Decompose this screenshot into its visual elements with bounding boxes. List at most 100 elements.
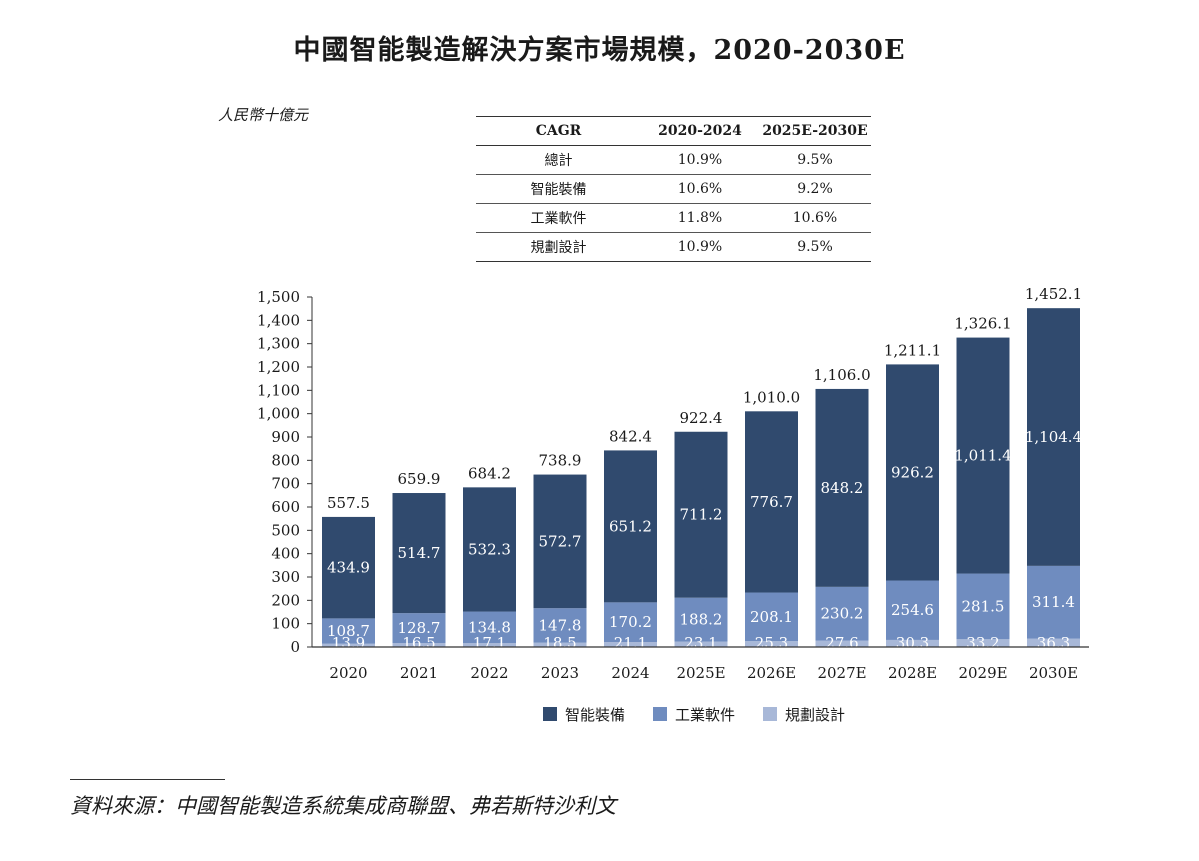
bar-segment: [1027, 565, 1080, 639]
bar-segment: [1027, 638, 1080, 647]
table-row: 總計 10.9% 9.5%: [476, 145, 871, 175]
y-tick-label: 300: [271, 568, 300, 586]
data-label: 33.2: [966, 634, 999, 652]
data-label: 21.1: [614, 634, 647, 652]
total-label: 684.2: [468, 464, 511, 482]
total-label: 1,452.1: [1025, 285, 1082, 303]
bar-segment: [533, 474, 587, 609]
data-label: 651.2: [609, 517, 652, 535]
total-label: 922.4: [680, 409, 723, 427]
cagr-table: CAGR 2020-2024 2025E-2030E 總計 10.9% 9.5%…: [476, 116, 871, 262]
data-label: 23.1: [684, 634, 717, 652]
total-label: 659.9: [398, 470, 441, 488]
y-tick-label: 1,500: [257, 288, 300, 306]
data-label: 514.7: [398, 544, 441, 562]
cagr-row-label: 規劃設計: [476, 232, 641, 262]
bar-segment: [956, 639, 1010, 647]
bar-segment: [745, 592, 798, 642]
y-tick-label: 1,100: [257, 381, 300, 399]
x-tick-label: 2020: [329, 664, 367, 682]
data-label: 711.2: [680, 506, 723, 524]
bar-segment: [322, 516, 375, 619]
bar-segment: [392, 613, 446, 644]
bar-segment: [886, 580, 939, 640]
table-row: 規劃設計 10.9% 9.5%: [476, 232, 871, 262]
bar-segment: [815, 586, 869, 641]
y-tick-label: 400: [271, 545, 300, 563]
bar-segment: [392, 643, 446, 647]
bar-segment: [604, 642, 657, 647]
y-tick-label: 800: [271, 451, 300, 469]
data-label: 208.1: [750, 608, 793, 626]
data-label: 776.7: [750, 493, 793, 511]
x-tick-label: 2024: [611, 664, 649, 682]
data-label: 230.2: [821, 605, 864, 623]
total-label: 1,211.1: [884, 341, 941, 359]
bar-segment: [392, 493, 446, 614]
x-tick-label: 2022: [470, 664, 508, 682]
bar-segment: [674, 597, 728, 642]
x-tick-label: 2028E: [888, 664, 937, 682]
data-label: 1,104.4: [1025, 428, 1082, 446]
data-label: 254.6: [891, 601, 934, 619]
cagr-header-period-1: 2020-2024: [641, 116, 759, 146]
data-label: 147.8: [539, 616, 582, 634]
bar-segment: [463, 611, 516, 644]
cagr-row-value: 9.5%: [759, 232, 871, 262]
cagr-header-period-2: 2025E-2030E: [759, 116, 871, 146]
legend-label: 智能裝備: [565, 706, 625, 724]
data-label: 926.2: [891, 463, 934, 481]
y-tick-label: 600: [271, 498, 300, 516]
data-label: 170.2: [609, 613, 652, 631]
cagr-row-label: 智能裝備: [476, 174, 641, 204]
y-tick-label: 1,000: [257, 405, 300, 423]
data-label: 128.7: [398, 619, 441, 637]
data-label: 848.2: [821, 479, 864, 497]
data-label: 188.2: [680, 611, 723, 629]
x-tick-label: 2029E: [958, 664, 1007, 682]
y-tick-label: 700: [271, 475, 300, 493]
x-tick-label: 2023: [541, 664, 579, 682]
y-tick-label: 1,200: [257, 358, 300, 376]
bar-segment: [815, 388, 869, 587]
chart-title: 中國智能製造解決方案市場規模，2020-2030E: [293, 35, 906, 66]
legend-swatch: [763, 707, 777, 721]
data-label: 572.7: [539, 532, 582, 550]
legend-swatch: [653, 707, 667, 721]
total-label: 1,010.0: [743, 388, 800, 406]
total-label: 842.4: [609, 427, 652, 445]
bar-segment: [674, 641, 728, 647]
legend-label: 規劃設計: [785, 706, 845, 724]
bar-segment: [886, 364, 939, 581]
y-tick-label: 100: [271, 615, 300, 633]
data-label: 532.3: [468, 540, 511, 558]
bar-segment: [533, 608, 587, 643]
y-tick-label: 1,400: [257, 311, 300, 329]
data-label: 134.8: [468, 618, 511, 636]
bar-segment: [463, 487, 516, 612]
bar-segment: [463, 643, 516, 647]
table-row: 智能裝備 10.6% 9.2%: [476, 174, 871, 204]
y-tick-label: 500: [271, 521, 300, 539]
y-tick-label: 1,300: [257, 335, 300, 353]
cagr-row-value: 10.6%: [759, 203, 871, 233]
x-tick-label: 2025E: [676, 664, 725, 682]
total-label: 557.5: [327, 494, 370, 512]
legend-label: 工業軟件: [675, 706, 735, 724]
cagr-header-label: CAGR: [476, 116, 641, 146]
data-label: 36.3: [1037, 634, 1070, 652]
x-tick-label: 2021: [400, 664, 438, 682]
cagr-row-value: 10.9%: [641, 232, 759, 262]
bar-segment: [322, 618, 375, 644]
cagr-row-value: 10.6%: [641, 174, 759, 204]
table-row: 工業軟件 11.8% 10.6%: [476, 203, 871, 233]
data-label: 281.5: [962, 597, 1005, 615]
total-label: 1,106.0: [813, 366, 870, 384]
bar-segment: [745, 641, 798, 647]
data-label: 1,011.4: [954, 447, 1011, 465]
data-label: 18.5: [543, 634, 576, 652]
data-label: 434.9: [327, 559, 370, 577]
bar-segment: [322, 643, 375, 647]
data-label: 25.3: [755, 634, 788, 652]
total-label: 738.9: [539, 452, 582, 470]
